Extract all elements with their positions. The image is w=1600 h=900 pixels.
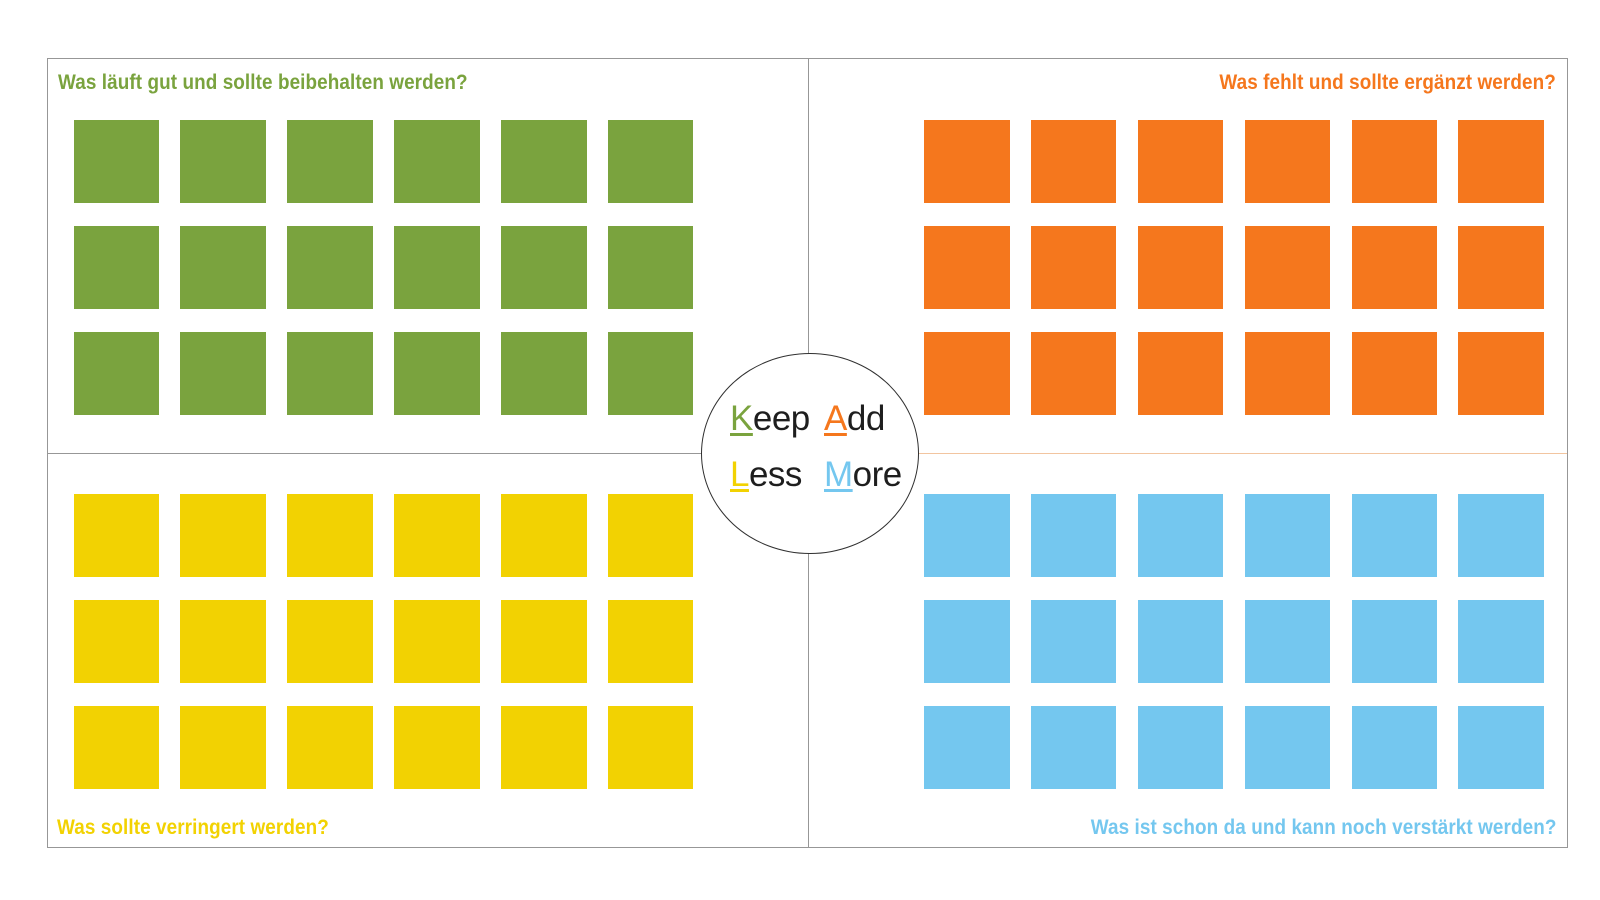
add-sticky-note-slot[interactable] [1458, 120, 1544, 203]
less-sticky-note-slot[interactable] [180, 705, 266, 789]
legend-word-add: Add [824, 401, 885, 436]
legend-rest-add: dd [846, 399, 885, 438]
more-sticky-note-slot[interactable] [1244, 494, 1331, 577]
keep-sticky-note-slot[interactable] [394, 331, 480, 415]
add-sticky-note-slot[interactable] [1030, 120, 1117, 203]
less-sticky-note-slot[interactable] [287, 494, 373, 577]
more-sticky-note-slot[interactable] [1030, 599, 1117, 683]
more-sticky-note-slot[interactable] [1351, 705, 1438, 789]
legend-rest-less: ess [748, 455, 802, 494]
add-sticky-note-slot[interactable] [1351, 120, 1438, 203]
more-sticky-note-slot[interactable] [1458, 494, 1544, 577]
less-sticky-note-slot[interactable] [73, 494, 159, 577]
keep-sticky-note-slot[interactable] [287, 331, 373, 415]
add-sticky-note-slot[interactable] [1030, 225, 1117, 309]
quadrant-keep-question: Was läuft gut und sollte beibehalten wer… [58, 71, 468, 94]
less-sticky-note-slot[interactable] [607, 705, 694, 789]
more-sticky-note-slot[interactable] [1137, 494, 1224, 577]
more-sticky-note-slot[interactable] [1458, 705, 1544, 789]
keep-sticky-note-slot[interactable] [73, 331, 159, 415]
keep-sticky-note-slot[interactable] [501, 331, 587, 415]
less-sticky-note-slot[interactable] [287, 705, 373, 789]
more-sticky-note-slot[interactable] [1030, 494, 1117, 577]
more-sticky-note-slot[interactable] [1351, 599, 1438, 683]
less-sticky-note-slot[interactable] [394, 705, 480, 789]
more-sticky-note-slot[interactable] [924, 494, 1010, 577]
add-sticky-note-slot[interactable] [1137, 225, 1224, 309]
less-sticky-note-slot[interactable] [607, 494, 694, 577]
legend-rest-keep: eep [752, 399, 810, 438]
add-sticky-note-slot[interactable] [1351, 225, 1438, 309]
less-sticky-note-slot[interactable] [180, 599, 266, 683]
add-sticky-note-slot[interactable] [1244, 331, 1331, 415]
add-sticky-note-slot[interactable] [1244, 120, 1331, 203]
keep-sticky-note-slot[interactable] [180, 331, 266, 415]
less-sticky-note-slot[interactable] [394, 599, 480, 683]
more-sticky-note-slot[interactable] [924, 599, 1010, 683]
add-sticky-note-slot[interactable] [1458, 331, 1544, 415]
more-sticky-note-slot[interactable] [1244, 599, 1331, 683]
keep-sticky-note-slot[interactable] [73, 225, 159, 309]
add-sticky-grid [924, 120, 1544, 415]
less-sticky-note-slot[interactable] [287, 599, 373, 683]
add-sticky-note-slot[interactable] [1244, 225, 1331, 309]
more-sticky-note-slot[interactable] [1030, 705, 1117, 789]
add-sticky-note-slot[interactable] [1351, 331, 1438, 415]
legend-initial-m: M [824, 455, 853, 494]
legend-initial-l: L [730, 455, 749, 494]
add-sticky-note-slot[interactable] [1458, 225, 1544, 309]
kalm-legend-circle [700, 353, 919, 554]
keep-sticky-note-slot[interactable] [607, 331, 694, 415]
more-sticky-note-slot[interactable] [1458, 599, 1544, 683]
less-sticky-note-slot[interactable] [73, 599, 159, 683]
keep-sticky-note-slot[interactable] [607, 120, 694, 203]
legend-rest-more: ore [852, 455, 903, 494]
more-sticky-note-slot[interactable] [924, 705, 1010, 789]
more-sticky-note-slot[interactable] [1137, 599, 1224, 683]
keep-sticky-note-slot[interactable] [287, 120, 373, 203]
keep-sticky-note-slot[interactable] [394, 120, 480, 203]
less-sticky-grid [73, 494, 694, 789]
legend-word-more: More [824, 457, 902, 492]
keep-sticky-note-slot[interactable] [180, 225, 266, 309]
add-sticky-note-slot[interactable] [924, 120, 1010, 203]
less-sticky-note-slot[interactable] [501, 599, 587, 683]
keep-sticky-note-slot[interactable] [73, 120, 159, 203]
legend-word-less: Less [730, 457, 802, 492]
less-sticky-note-slot[interactable] [501, 705, 587, 789]
less-sticky-note-slot[interactable] [180, 494, 266, 577]
kalm-retrospective-board: Was läuft gut und sollte beibehalten wer… [47, 58, 1568, 848]
less-sticky-note-slot[interactable] [501, 494, 587, 577]
keep-sticky-note-slot[interactable] [501, 225, 587, 309]
legend-initial-a: A [824, 399, 847, 438]
keep-sticky-note-slot[interactable] [607, 225, 694, 309]
less-sticky-note-slot[interactable] [394, 494, 480, 577]
add-sticky-note-slot[interactable] [1030, 331, 1117, 415]
more-sticky-note-slot[interactable] [1137, 705, 1224, 789]
keep-sticky-grid [73, 120, 694, 415]
keep-sticky-note-slot[interactable] [501, 120, 587, 203]
add-sticky-note-slot[interactable] [924, 225, 1010, 309]
add-sticky-note-slot[interactable] [1137, 120, 1224, 203]
legend-initial-k: K [730, 399, 753, 438]
more-sticky-note-slot[interactable] [1351, 494, 1438, 577]
keep-sticky-note-slot[interactable] [180, 120, 266, 203]
quadrant-add-question: Was fehlt und sollte ergänzt werden? [1219, 71, 1556, 94]
more-sticky-note-slot[interactable] [1244, 705, 1331, 789]
keep-sticky-note-slot[interactable] [287, 225, 373, 309]
less-sticky-note-slot[interactable] [607, 599, 694, 683]
keep-sticky-note-slot[interactable] [394, 225, 480, 309]
less-sticky-note-slot[interactable] [73, 705, 159, 789]
quadrant-more-question: Was ist schon da und kann noch verstärkt… [1090, 816, 1556, 839]
add-sticky-note-slot[interactable] [1137, 331, 1224, 415]
horizontal-divider-line-right [808, 453, 1567, 454]
quadrant-less-question: Was sollte verringert werden? [57, 816, 329, 839]
legend-word-keep: Keep [730, 401, 810, 436]
add-sticky-note-slot[interactable] [924, 331, 1010, 415]
horizontal-divider-line-left [48, 453, 808, 454]
more-sticky-grid [924, 494, 1544, 789]
